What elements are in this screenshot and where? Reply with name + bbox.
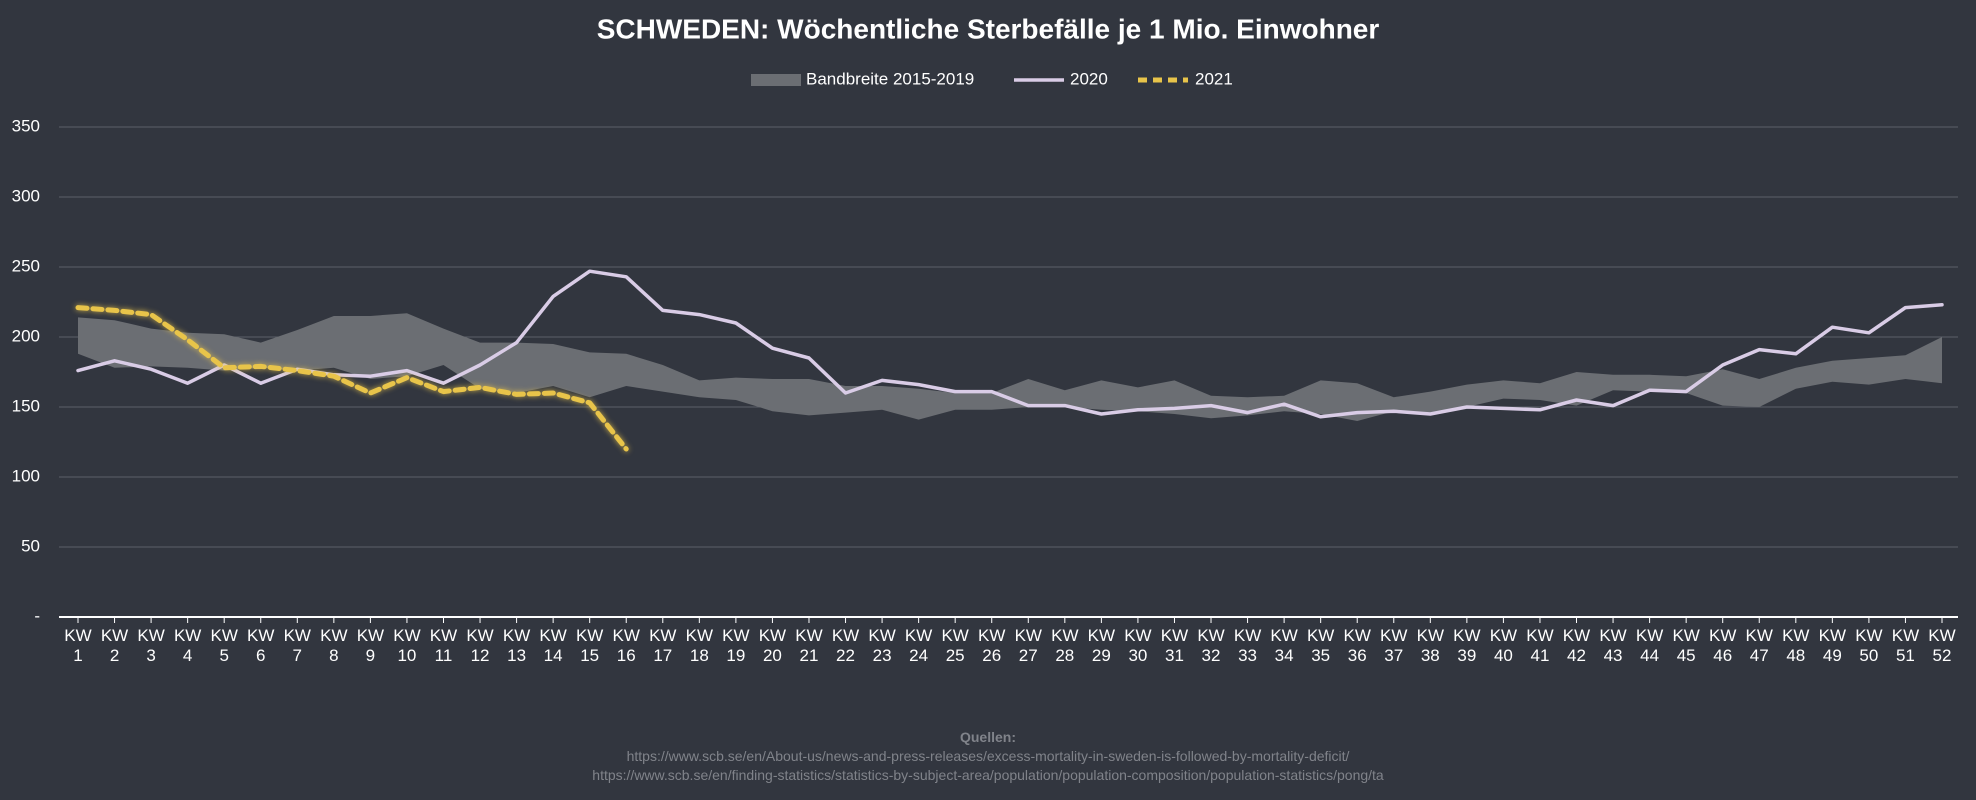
x-tick-label: KW 28 <box>1051 626 1079 665</box>
x-tick-label: KW 17 <box>649 626 677 665</box>
x-tick-label: KW 12 <box>466 626 494 665</box>
x-tick-label: KW 15 <box>575 626 604 665</box>
x-tick-label: KW 46 <box>1709 626 1737 665</box>
x-tick-label: KW 22 <box>831 626 860 665</box>
x-tick-label: KW 2 <box>100 626 129 665</box>
x-tick-label: KW 48 <box>1782 626 1810 665</box>
x-tick-label: KW 26 <box>978 626 1006 665</box>
x-tick-label: KW 40 <box>1489 626 1518 665</box>
chart-title: SCHWEDEN: Wöchentliche Sterbefälle je 1 … <box>597 13 1380 44</box>
x-tick-label: KW 6 <box>247 626 275 665</box>
x-tick-label: KW 9 <box>356 626 385 665</box>
x-tick-label: KW 18 <box>685 626 714 665</box>
x-tick-label: KW 23 <box>868 626 896 665</box>
x-tick-label: KW 35 <box>1306 626 1335 665</box>
x-tick-label: KW 4 <box>173 626 202 665</box>
x-tick-label: KW 47 <box>1745 626 1773 665</box>
y-tick-label: - <box>34 606 40 625</box>
x-tick-label: KW 43 <box>1599 626 1627 665</box>
x-tick-label: KW 42 <box>1562 626 1591 665</box>
x-tick-label: KW 49 <box>1818 626 1847 665</box>
x-tick-label: KW 24 <box>904 626 933 665</box>
x-tick-label: KW 13 <box>502 626 531 665</box>
range-band <box>78 313 1942 421</box>
line-series <box>75 305 629 452</box>
x-tick-label: KW 21 <box>795 626 823 665</box>
x-tick-label: KW 45 <box>1672 626 1700 665</box>
x-tick-label: KW 25 <box>941 626 969 665</box>
x-tick-label: KW 5 <box>210 626 238 665</box>
x-tick-label: KW 51 <box>1891 626 1920 665</box>
x-tick-label: KW 20 <box>758 626 787 665</box>
x-tick-label: KW 38 <box>1416 626 1444 665</box>
x-tick-label: KW 32 <box>1197 626 1225 665</box>
x-tick-label: KW 1 <box>64 626 92 665</box>
source-url: https://www.scb.se/en/finding-statistics… <box>592 767 1384 783</box>
legend-label: 2020 <box>1070 69 1108 88</box>
x-tick-label: KW 39 <box>1453 626 1481 665</box>
x-tick-label: KW 14 <box>539 626 567 665</box>
legend-label: Bandbreite 2015-2019 <box>806 69 974 88</box>
x-tick-label: KW 7 <box>283 626 311 665</box>
x-tick-label: KW 3 <box>137 626 165 665</box>
source-label: Quellen: <box>959 729 1016 745</box>
y-tick-label: 200 <box>12 326 40 345</box>
x-tick-label: KW 34 <box>1270 626 1298 665</box>
legend-label: 2021 <box>1195 69 1233 88</box>
x-tick-label: KW 19 <box>722 626 750 665</box>
x-tick-label: KW 33 <box>1233 626 1262 665</box>
x-tick-label: KW 41 <box>1526 626 1554 665</box>
x-tick-label: KW 29 <box>1087 626 1116 665</box>
x-tick-label: KW 36 <box>1343 626 1371 665</box>
y-tick-label: 150 <box>12 396 40 415</box>
x-tick-label: KW 52 <box>1928 626 1956 665</box>
x-tick-label: KW 50 <box>1855 626 1883 665</box>
y-tick-label: 300 <box>12 186 40 205</box>
y-tick-label: 100 <box>12 466 40 485</box>
x-tick-label: KW 44 <box>1635 626 1664 665</box>
x-tick-label: KW 37 <box>1380 626 1408 665</box>
x-tick-label: KW 16 <box>612 626 640 665</box>
legend-swatch <box>751 74 801 86</box>
x-tick-label: KW 11 <box>429 626 458 665</box>
y-tick-label: 250 <box>12 256 40 275</box>
y-tick-label: 350 <box>12 116 40 135</box>
x-tick-label: KW 8 <box>320 626 348 665</box>
source-url: https://www.scb.se/en/About-us/news-and-… <box>626 748 1350 764</box>
y-tick-label: 50 <box>21 536 40 555</box>
x-tick-label: KW 30 <box>1124 626 1152 665</box>
x-tick-label: KW 31 <box>1160 626 1189 665</box>
x-tick-label: KW 10 <box>393 626 421 665</box>
line-series <box>76 269 1944 419</box>
x-tick-label: KW 27 <box>1014 626 1042 665</box>
